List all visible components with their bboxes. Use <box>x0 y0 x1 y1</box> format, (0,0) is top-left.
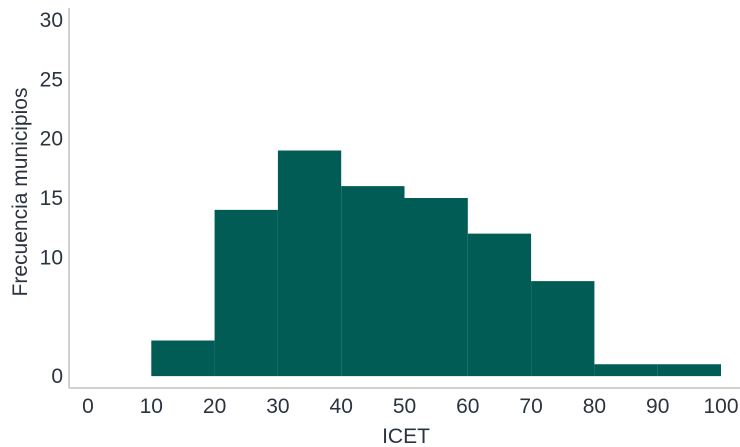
histogram-bar <box>531 281 595 377</box>
y-tick-label: 25 <box>40 68 63 91</box>
y-tick-labels: 0 10 15 20 25 30 <box>40 9 63 388</box>
y-tick-label: 20 <box>40 128 63 151</box>
x-tick-label: 60 <box>456 395 479 418</box>
y-tick-label: 10 <box>40 246 63 269</box>
histogram-bar <box>657 364 722 377</box>
x-tick-label: 40 <box>330 395 353 418</box>
histogram-bar <box>214 209 278 377</box>
x-tick-label: 50 <box>393 395 416 418</box>
x-axis-title: ICET <box>382 425 430 447</box>
x-tick-label: 20 <box>203 395 226 418</box>
x-tick-label: 90 <box>646 395 669 418</box>
x-tick-label: 0 <box>82 395 94 418</box>
histogram-bar <box>151 340 215 377</box>
histogram-bar <box>467 233 532 377</box>
x-tick-label: 100 <box>703 395 738 418</box>
y-tick-label: 30 <box>40 9 63 32</box>
x-tick-label: 80 <box>583 395 606 418</box>
y-tick-label: 15 <box>40 187 63 210</box>
y-tick-label: 0 <box>51 365 63 388</box>
y-axis-title: Frecuencia municipios <box>9 88 32 297</box>
x-tick-label: 10 <box>140 395 163 418</box>
histogram-bar <box>404 198 468 377</box>
x-tick-label: 70 <box>519 395 542 418</box>
histogram-bar <box>277 150 342 377</box>
histogram-bars <box>151 150 722 377</box>
histogram-bar <box>341 186 405 377</box>
histogram-bar <box>594 364 658 377</box>
x-tick-labels: 0 10 20 30 40 50 60 70 80 90 100 <box>82 395 738 418</box>
x-tick-label: 30 <box>266 395 289 418</box>
